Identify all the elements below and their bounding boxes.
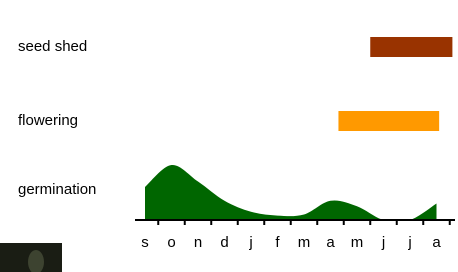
month-label: m: [351, 234, 364, 251]
month-label: f: [275, 234, 280, 251]
row-label: flowering: [18, 112, 78, 129]
month-label: s: [141, 234, 149, 251]
bar: [370, 37, 452, 57]
area: [145, 165, 437, 220]
bar: [338, 111, 439, 131]
month-label: m: [298, 234, 311, 251]
month-label: j: [407, 234, 411, 251]
month-label: j: [381, 234, 385, 251]
month-label: d: [220, 234, 228, 251]
chart: seed shedfloweringgerminationsondjfmamjj…: [0, 0, 458, 272]
month-label: j: [248, 234, 252, 251]
row-label: seed shed: [18, 38, 87, 55]
month-label: n: [194, 234, 202, 251]
row-label: germination: [18, 181, 96, 198]
month-label: a: [326, 234, 335, 251]
month-label: o: [167, 234, 175, 251]
month-label: a: [432, 234, 441, 251]
